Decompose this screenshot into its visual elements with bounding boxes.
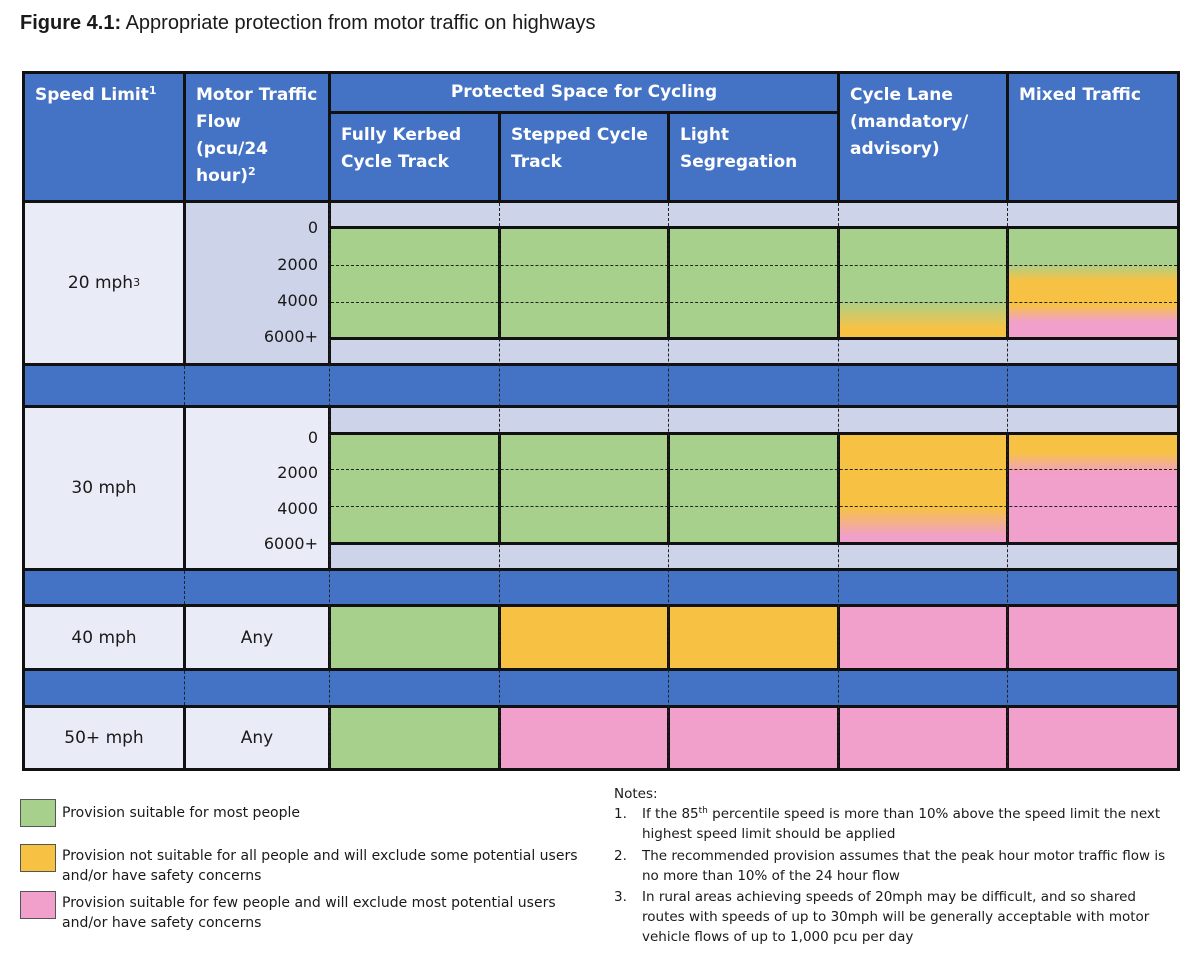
row-50mph-speed: 50+ mph <box>25 708 183 768</box>
cell-20mph-cycle-lane <box>837 226 1009 340</box>
cell-50mph-light-segregation <box>670 708 837 768</box>
figure-label: Figure 4.1: <box>20 12 122 34</box>
cell-30mph-fully-kerbed <box>328 432 501 545</box>
row-30mph-speed: 30 mph <box>25 408 183 568</box>
cell-50mph-cycle-lane <box>840 708 1006 768</box>
flow-tick: 6000+ <box>263 534 318 553</box>
cell-50mph-mixed-traffic <box>1009 708 1177 768</box>
row-20mph-speed: 20 mph 3 <box>25 203 183 363</box>
header-motor-traffic-flow: Motor Traffic Flow (pcu/24 hour)2 <box>186 74 328 200</box>
flow-tick: 0 <box>307 428 318 447</box>
cell-30mph-mixed-traffic <box>1006 432 1180 545</box>
separator-band <box>25 671 1177 705</box>
cell-20mph-mixed-traffic <box>1006 226 1180 340</box>
column-divider <box>1007 203 1008 768</box>
cell-30mph-stepped <box>498 432 670 545</box>
flow-tick: 6000+ <box>263 327 318 346</box>
column-divider <box>838 203 839 768</box>
cell-30mph-light-segregation <box>667 432 840 545</box>
cell-40mph-fully-kerbed <box>331 607 498 668</box>
row-40mph-flow: Any <box>186 607 328 668</box>
header-fully-kerbed: Fully Kerbed Cycle Track <box>331 114 498 200</box>
note-1: If the 85th percentile speed is more tha… <box>642 806 1161 842</box>
note-3: In rural areas achieving speeds of 20mph… <box>642 889 1150 945</box>
notes: Notes: 1. If the 85th percentile speed i… <box>614 784 1180 954</box>
row-30mph-flow-scale: 0 2000 4000 6000+ <box>186 408 328 568</box>
column-divider <box>184 571 185 604</box>
note-number: 1. <box>614 806 627 822</box>
note-number: 2. <box>614 848 627 864</box>
cell-40mph-mixed-traffic <box>1009 607 1177 668</box>
column-divider <box>329 203 330 768</box>
flow-tick: 2000 <box>277 463 318 482</box>
legend-text-pink: Provision suitable for few people and wi… <box>62 895 556 931</box>
legend-swatch-orange <box>20 844 56 872</box>
separator-band <box>25 366 1177 405</box>
cell-20mph-stepped <box>498 226 670 340</box>
flow-gridline <box>331 302 1177 303</box>
column-divider <box>184 366 185 405</box>
cell-30mph-cycle-lane <box>837 432 1009 545</box>
legend-swatch-pink <box>20 891 56 919</box>
row-50mph-flow: Any <box>186 708 328 768</box>
figure-caption: Appropriate protection from motor traffi… <box>125 12 596 34</box>
header-mixed-traffic: Mixed Traffic <box>1009 74 1177 200</box>
header-stepped-cycle-track: Stepped Cycle Track <box>501 114 667 200</box>
flow-tick: 0 <box>307 218 318 237</box>
provision-table: Speed Limit1 Motor Traffic Flow (pcu/24 … <box>22 71 1180 771</box>
flow-tick: 4000 <box>277 499 318 518</box>
column-divider <box>668 203 669 768</box>
column-divider <box>499 203 500 768</box>
legend-swatch-green <box>20 799 56 827</box>
separator-band <box>25 571 1177 604</box>
flow-gridline <box>331 265 1177 266</box>
cell-40mph-light-segregation <box>670 607 837 668</box>
legend-text-orange: Provision not suitable for all people an… <box>62 848 578 884</box>
row-20mph-flow-scale: 0 2000 4000 6000+ <box>186 203 328 363</box>
note-2: The recommended provision assumes that t… <box>642 848 1166 884</box>
cell-50mph-fully-kerbed <box>331 708 498 768</box>
legend-text-green: Provision suitable for most people <box>62 805 301 821</box>
cell-20mph-fully-kerbed <box>328 226 501 340</box>
flow-tick: 4000 <box>277 291 318 310</box>
cell-40mph-cycle-lane <box>840 607 1006 668</box>
cell-20mph-light-segregation <box>667 226 840 340</box>
column-divider <box>184 671 185 705</box>
note-number: 3. <box>614 889 627 905</box>
header-light-segregation: Light Segregation <box>670 114 837 200</box>
header-cycle-lane: Cycle Lane (mandatory/ advisory) <box>840 74 1006 200</box>
figure-title: Figure 4.1: Appropriate protection from … <box>20 12 595 35</box>
legend: Provision suitable for most people Provi… <box>20 795 580 945</box>
cell-50mph-stepped <box>501 708 667 768</box>
notes-heading: Notes: <box>614 786 658 802</box>
flow-gridline <box>331 469 1177 470</box>
flow-tick: 2000 <box>277 255 318 274</box>
header-speed-limit: Speed Limit1 <box>25 74 183 200</box>
row-40mph-speed: 40 mph <box>25 607 183 668</box>
cell-40mph-stepped <box>501 607 667 668</box>
header-protected-space: Protected Space for Cycling <box>331 74 837 111</box>
flow-gridline <box>331 506 1177 507</box>
